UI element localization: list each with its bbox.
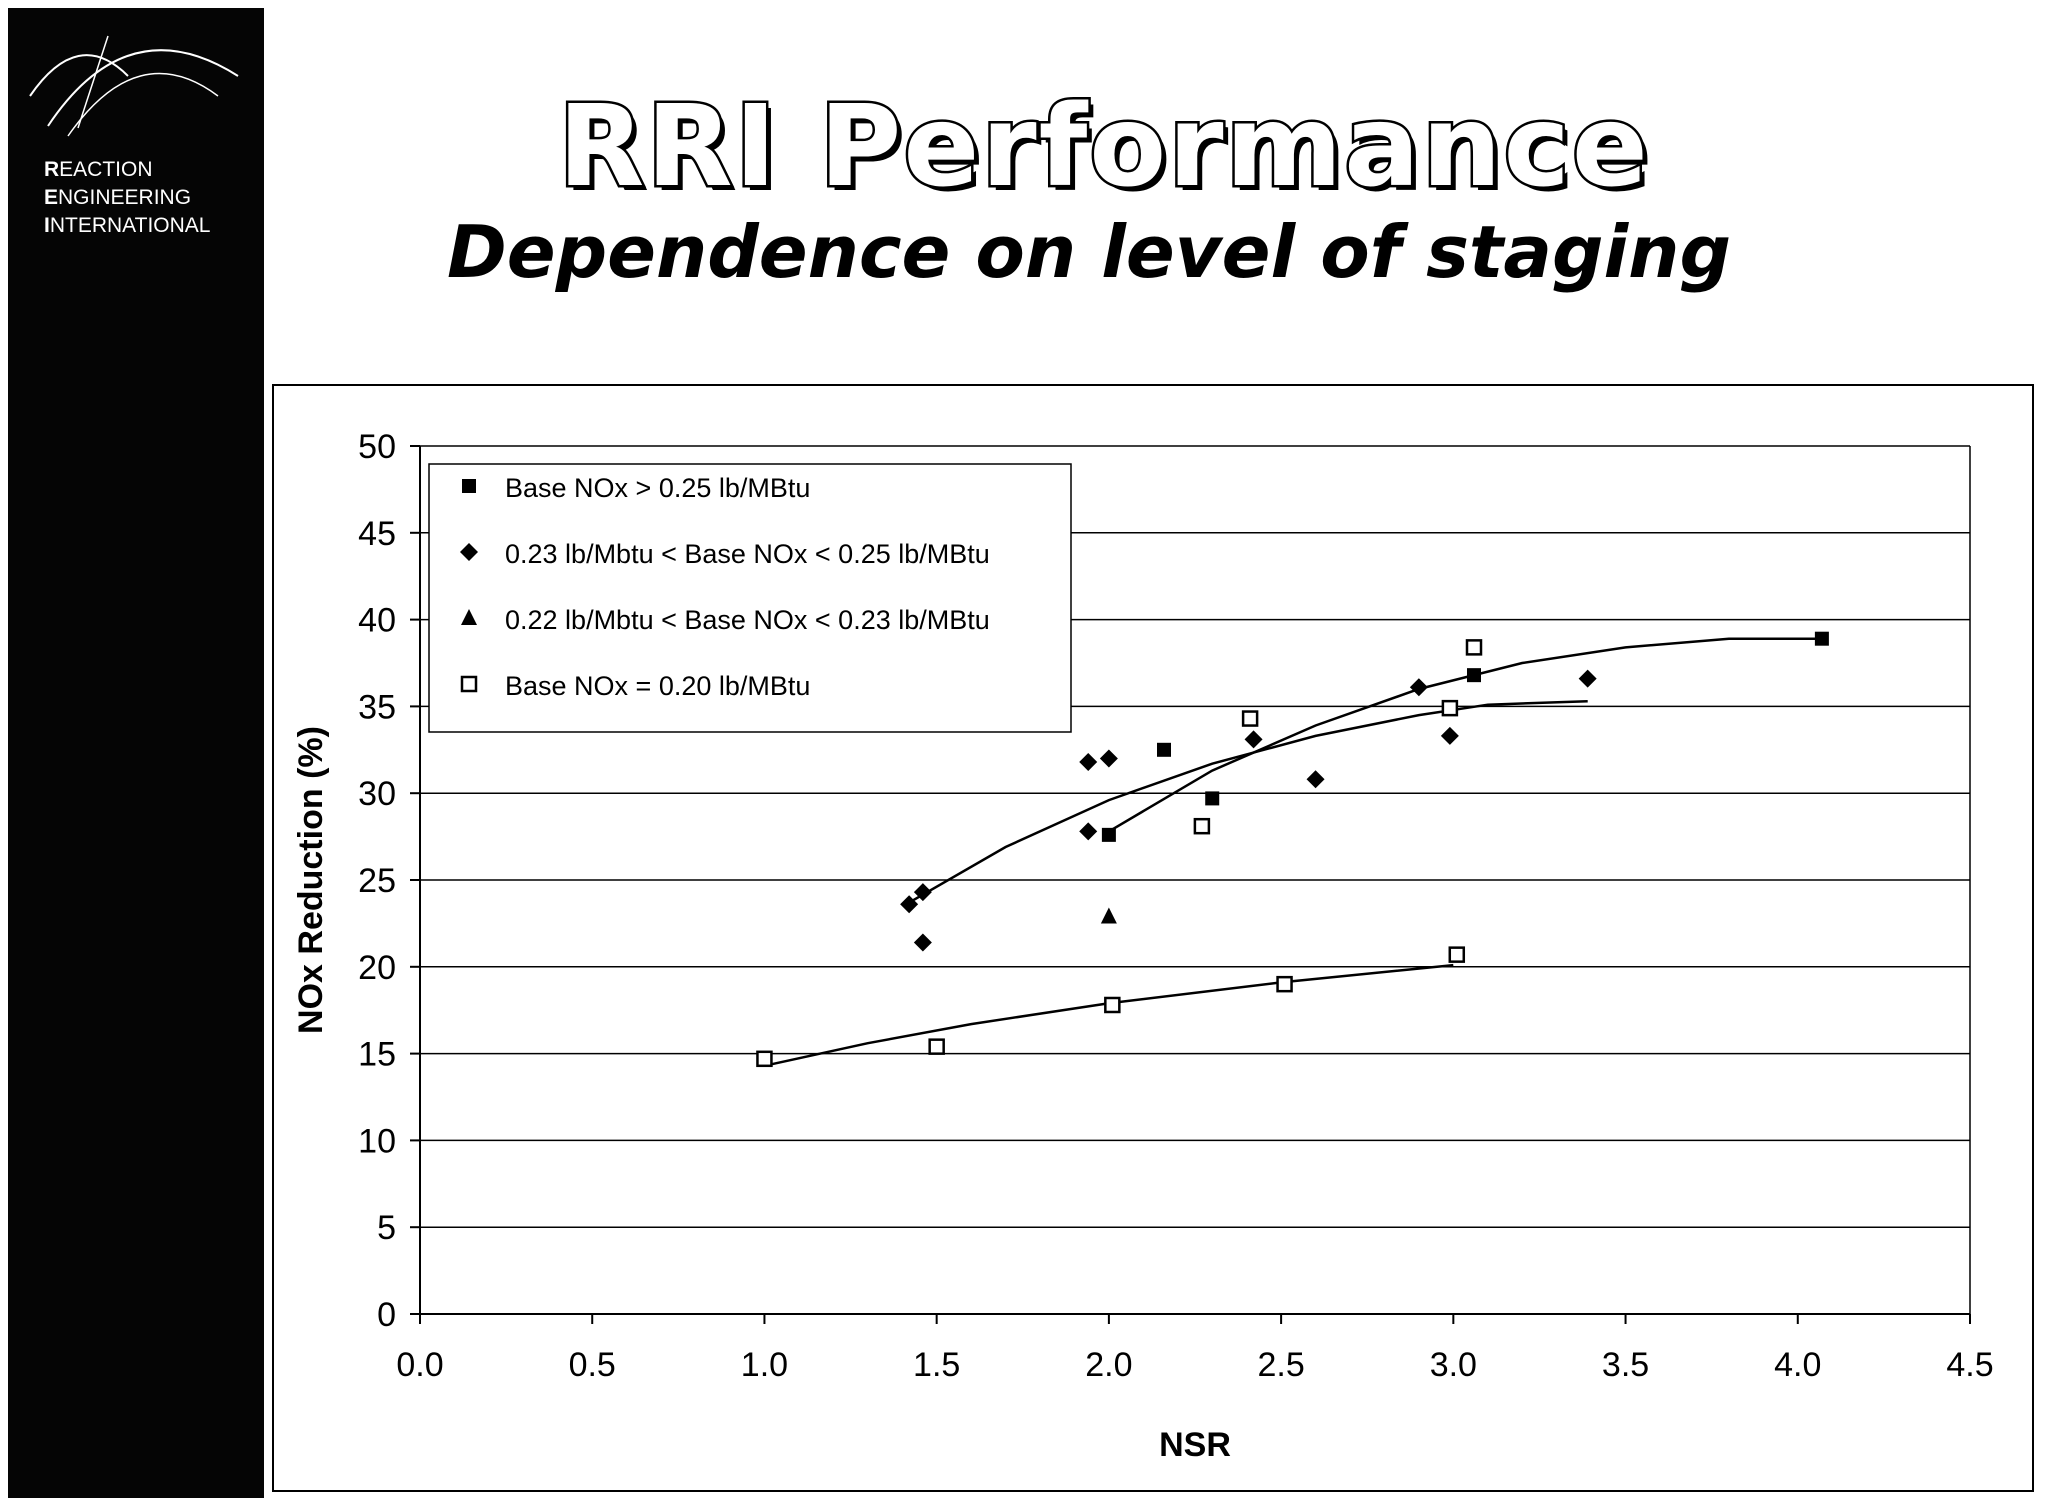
x-tick-label: 0.5 [569, 1346, 616, 1384]
data-point-series-4 [1241, 710, 1259, 727]
company-logo-arcs [29, 35, 239, 137]
data-point-series-2 [1244, 730, 1263, 749]
data-point-series-1 [1205, 791, 1220, 806]
slide-title: RRI Performance [556, 80, 1651, 215]
data-point-series-1 [1467, 668, 1481, 683]
data-point-series-1 [1157, 742, 1171, 757]
trendline-series-4 [764, 963, 1454, 1068]
company-name-line-2: ENGINEERING [44, 186, 192, 209]
company-name-line-1: REACTION [44, 158, 153, 181]
data-point-series-4 [1441, 699, 1459, 717]
y-tick-label: 15 [358, 1036, 396, 1074]
data-point-series-4 [1104, 996, 1121, 1014]
x-tick-label: 1.0 [741, 1346, 788, 1384]
y-tick-label: 30 [358, 775, 396, 813]
chart-frame: 0 5 10 15 20 25 30 35 40 45 50 0.0 0.5 1.0 1.5 2.0 2.5 3.… [272, 384, 2034, 1492]
y-tick-label: 50 [358, 428, 396, 466]
data-point-series-2 [1079, 752, 1098, 771]
legend-marker-series-3 [461, 609, 477, 625]
data-point-series-4 [1276, 975, 1293, 993]
legend-label-series-1: Base NOx > 0.25 lb/MBtu [505, 473, 810, 503]
data-point-series-2 [1099, 749, 1118, 768]
company-name-line-3: INTERNATIONAL [44, 214, 211, 237]
data-point-series-2 [1409, 678, 1428, 697]
data-point-series-2 [900, 895, 919, 914]
data-point-series-4 [1465, 639, 1483, 656]
x-tick-label: 4.0 [1774, 1346, 1821, 1384]
x-axis-title: NSR [1159, 1426, 1231, 1464]
slide-subtitle: Dependence on level of staging [447, 210, 1731, 294]
sidebar-banner: REACTION ENGINEERING INTERNATIONAL [8, 8, 264, 1498]
data-point-series-2 [1306, 770, 1325, 789]
data-point-series-2 [1440, 726, 1459, 745]
nox-reduction-chart: 0 5 10 15 20 25 30 35 40 45 50 0.0 0.5 1.0 1.5 2.0 2.5 3.… [292, 428, 1994, 1464]
y-tick-label: 10 [358, 1122, 396, 1160]
data-point-series-4 [1193, 817, 1211, 835]
data-point-series-1 [1101, 827, 1116, 842]
legend-marker-series-4 [460, 675, 478, 693]
x-tick-label: 3.5 [1602, 1346, 1649, 1384]
trendline-series-2 [908, 699, 1588, 904]
x-tick-label: 2.0 [1085, 1346, 1132, 1384]
y-axis-title: NOx Reduction (%) [292, 726, 330, 1034]
y-tick-label: 45 [358, 515, 396, 553]
legend-label-series-3: 0.22 lb/Mbtu < Base NOx < 0.23 lb/MBtu [505, 605, 990, 635]
data-point-series-3 [1100, 907, 1117, 924]
company-name: REACTION ENGINEERING INTERNATIONAL [44, 156, 210, 240]
legend-marker-series-1 [462, 479, 476, 493]
data-point-series-4 [1448, 946, 1466, 963]
y-tick-label: 40 [358, 602, 396, 640]
x-tick-label: 2.5 [1257, 1346, 1304, 1384]
y-tick-label: 35 [358, 688, 396, 726]
legend-label-series-2: 0.23 lb/Mbtu < Base NOx < 0.25 lb/MBtu [505, 539, 990, 569]
legend-label-series-4: Base NOx = 0.20 lb/MBtu [505, 671, 810, 701]
data-point-series-2 [913, 933, 932, 952]
x-tick-label: 4.5 [1946, 1346, 1993, 1384]
x-tick-label: 3.0 [1430, 1346, 1477, 1384]
data-point-series-2 [1578, 669, 1597, 688]
data-point-series-2 [913, 883, 932, 902]
x-tick-label: 0.0 [396, 1346, 443, 1384]
y-tick-label: 0 [377, 1296, 396, 1334]
legend-box [428, 463, 1072, 733]
legend-marker-series-2 [460, 543, 478, 561]
y-tick-label: 5 [377, 1209, 396, 1247]
y-tick-label: 20 [358, 949, 396, 987]
data-point-series-4 [928, 1038, 945, 1055]
data-point-series-2 [1079, 822, 1098, 841]
data-point-series-4 [756, 1050, 773, 1068]
y-tick-label: 25 [358, 862, 396, 900]
data-point-series-1 [1814, 631, 1829, 646]
x-tick-label: 1.5 [913, 1346, 960, 1384]
